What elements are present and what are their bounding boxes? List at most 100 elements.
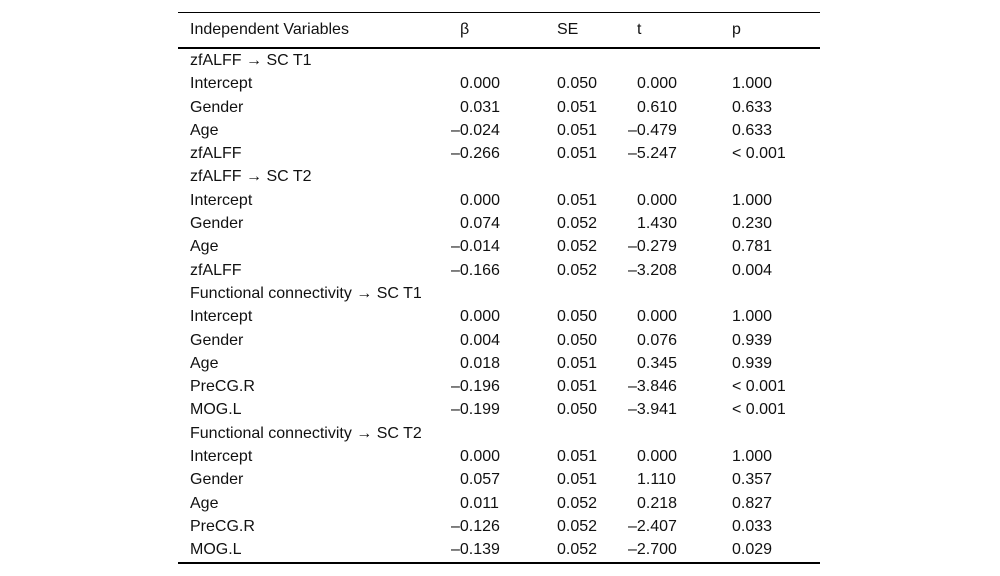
p-cell: < 0.001 (732, 401, 786, 419)
table-row: zfALFF –0.266 0.051 –5.247 < 0.001 (178, 142, 820, 165)
se-cell: 0.052 (557, 261, 598, 279)
t-cell: –0.279 (628, 238, 677, 256)
p-cell: 0.029 (732, 541, 773, 559)
beta-cell: –0.139 (451, 541, 500, 559)
col-header-se: SE (557, 12, 637, 49)
beta-cell: 0.000 (460, 448, 501, 466)
row-label-cell: zfALFF (190, 145, 242, 163)
beta-cell: –0.166 (451, 261, 500, 279)
t-cell: 0.218 (637, 494, 678, 512)
p-cell: 1.000 (732, 191, 773, 209)
p-cell: 0.230 (732, 215, 773, 233)
t-cell: 0.076 (637, 331, 678, 349)
beta-cell: –0.014 (451, 238, 500, 256)
table-row: Intercept 0.000 0.050 0.000 1.000 (178, 305, 820, 328)
table-row: Age –0.014 0.052 –0.279 0.781 (178, 235, 820, 258)
beta-cell: 0.074 (460, 215, 501, 233)
col-header-t: t (637, 12, 732, 49)
se-cell: 0.050 (557, 401, 598, 419)
section-header-row: zfALFF → SC T2 (178, 165, 820, 188)
se-cell: 0.052 (557, 238, 598, 256)
p-cell: 0.033 (732, 517, 773, 535)
t-cell: 0.345 (637, 354, 678, 372)
beta-cell: 0.000 (460, 75, 501, 93)
t-cell: –2.407 (628, 517, 677, 535)
p-cell: 1.000 (732, 448, 773, 466)
col-header-beta: β (460, 12, 557, 49)
se-cell: 0.051 (557, 354, 598, 372)
row-label-cell: MOG.L (190, 541, 242, 559)
t-cell: 0.000 (637, 75, 678, 93)
p-cell: 1.000 (732, 308, 773, 326)
section-header-label: Functional connectivity → SC T1 (190, 284, 422, 302)
section-header-label: zfALFF → SC T1 (190, 52, 312, 69)
beta-cell: –0.126 (451, 517, 500, 535)
se-cell: 0.051 (557, 145, 598, 163)
beta-cell: 0.000 (460, 308, 501, 326)
beta-cell: –0.196 (451, 378, 500, 396)
t-cell: 0.000 (637, 308, 678, 326)
se-cell: 0.051 (557, 191, 598, 209)
p-cell: 0.633 (732, 98, 773, 116)
beta-cell: 0.011 (460, 494, 499, 512)
row-label-cell: PreCG.R (190, 517, 255, 535)
col-header-independent-variables: Independent Variables (178, 12, 460, 49)
table-body: zfALFF → SC T1 Intercept 0.000 0.050 0.000 1.… (178, 48, 820, 563)
table-row: Gender 0.074 0.052 1.430 0.230 (178, 212, 820, 235)
se-cell: 0.052 (557, 215, 598, 233)
table-row: PreCG.R –0.126 0.052 –2.407 0.033 (178, 515, 820, 538)
se-cell: 0.050 (557, 75, 598, 93)
section-header-row: Functional connectivity → SC T1 (178, 282, 820, 305)
se-cell: 0.052 (557, 541, 598, 559)
p-cell: 0.781 (732, 238, 773, 256)
t-cell: 0.000 (637, 448, 678, 466)
p-cell: 0.004 (732, 261, 773, 279)
table-row: Age 0.011 0.052 0.218 0.827 (178, 492, 820, 515)
table-header-row: Independent Variables β SE t p (178, 12, 820, 49)
table-row: PreCG.R –0.196 0.051 –3.846 < 0.001 (178, 375, 820, 398)
table-row: Intercept 0.000 0.050 0.000 1.000 (178, 72, 820, 95)
t-cell: 0.610 (637, 98, 678, 116)
se-cell: 0.051 (557, 98, 598, 116)
table-row: Gender 0.004 0.050 0.076 0.939 (178, 329, 820, 352)
table-row: Gender 0.057 0.051 1.110 0.357 (178, 468, 820, 491)
row-label-cell: Intercept (190, 308, 253, 326)
t-cell: 1.430 (637, 215, 678, 233)
beta-cell: –0.199 (451, 401, 500, 419)
se-cell: 0.050 (557, 308, 598, 326)
table-row: Gender 0.031 0.051 0.610 0.633 (178, 96, 820, 119)
p-cell: 0.939 (732, 354, 773, 372)
row-label-cell: PreCG.R (190, 378, 255, 396)
row-label-cell: zfALFF (190, 261, 242, 279)
row-label-cell: Age (190, 354, 219, 372)
section-header-label: zfALFF → SC T2 (190, 168, 312, 186)
row-label-cell: Gender (190, 471, 244, 489)
p-cell: 0.827 (732, 494, 773, 512)
row-label-cell: Age (190, 238, 219, 256)
table-row: zfALFF –0.166 0.052 –3.208 0.004 (178, 259, 820, 282)
section-header-row: Functional connectivity → SC T2 (178, 422, 820, 445)
table-row: Intercept 0.000 0.051 0.000 1.000 (178, 445, 820, 468)
se-cell: 0.050 (557, 331, 598, 349)
t-cell: –5.247 (628, 145, 677, 163)
se-cell: 0.051 (557, 121, 598, 139)
row-label-cell: Intercept (190, 191, 253, 209)
se-cell: 0.052 (557, 494, 598, 512)
regression-results-table: Independent Variables β SE t p zfALFF → … (178, 12, 820, 564)
beta-cell: 0.031 (460, 98, 501, 116)
t-cell: –0.479 (628, 121, 677, 139)
beta-cell: –0.024 (451, 121, 500, 139)
se-cell: 0.051 (557, 378, 598, 396)
t-cell: 1.110 (637, 471, 676, 489)
p-cell: 0.939 (732, 331, 773, 349)
beta-cell: 0.000 (460, 191, 501, 209)
t-cell: –3.846 (628, 378, 677, 396)
row-label-cell: Intercept (190, 448, 253, 466)
table-row: Age –0.024 0.051 –0.479 0.633 (178, 119, 820, 142)
row-label-cell: Gender (190, 331, 244, 349)
t-cell: –3.208 (628, 261, 677, 279)
beta-cell: 0.057 (460, 471, 501, 489)
p-cell: < 0.001 (732, 378, 786, 396)
row-label-cell: Gender (190, 98, 244, 116)
